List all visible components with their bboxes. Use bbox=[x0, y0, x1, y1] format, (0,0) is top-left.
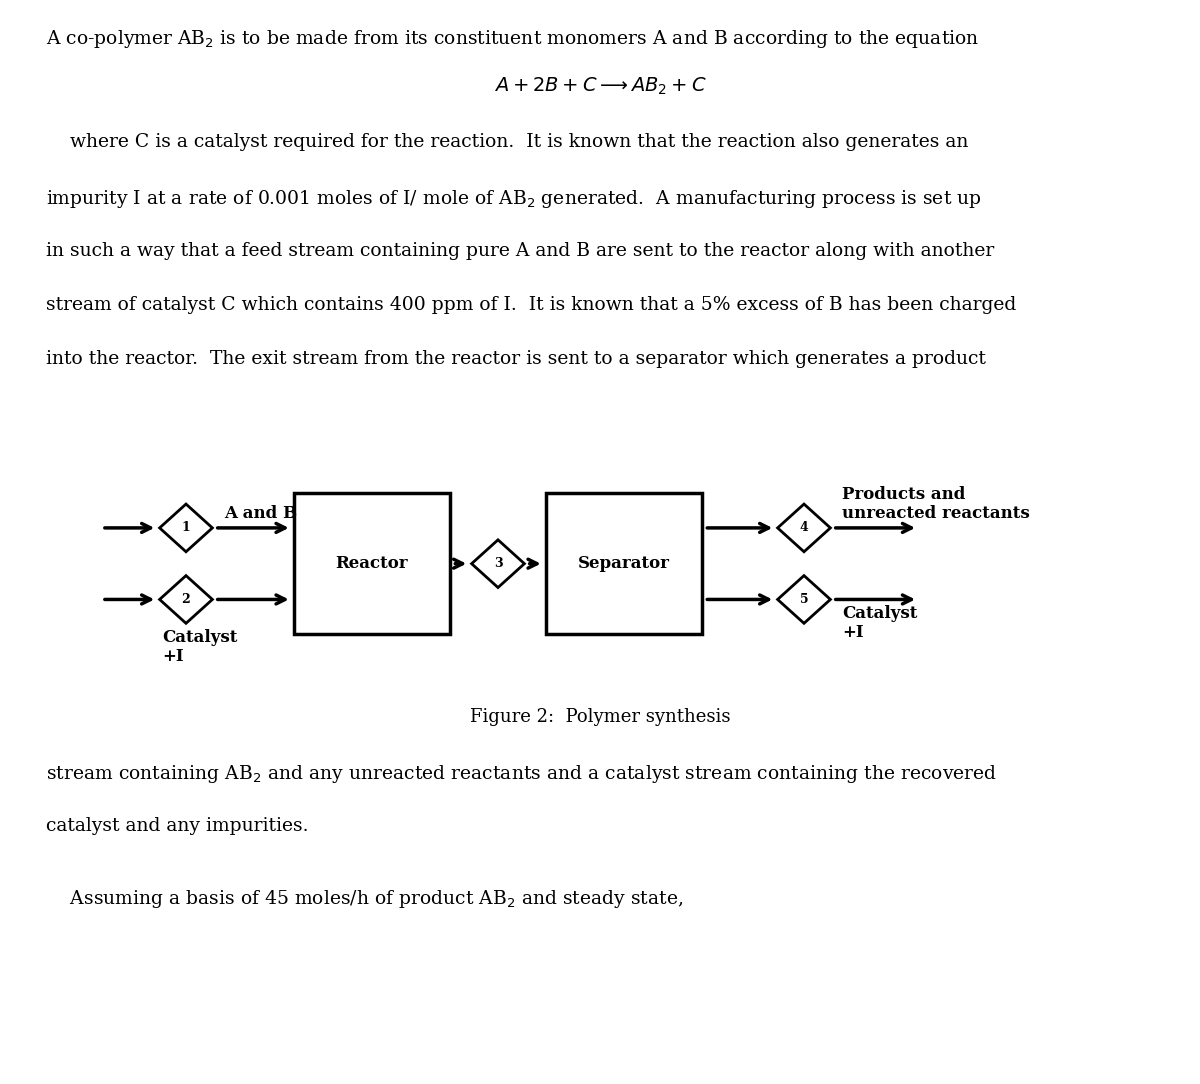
Text: A co-polymer AB$_2$ is to be made from its constituent monomers A and B accordin: A co-polymer AB$_2$ is to be made from i… bbox=[46, 28, 979, 50]
Text: $A + 2B + C \longrightarrow AB_2 + C$: $A + 2B + C \longrightarrow AB_2 + C$ bbox=[493, 76, 707, 98]
Polygon shape bbox=[778, 576, 830, 623]
Text: in such a way that a feed stream containing pure A and B are sent to the reactor: in such a way that a feed stream contain… bbox=[46, 242, 994, 260]
Text: stream containing AB$_2$ and any unreacted reactants and a catalyst stream conta: stream containing AB$_2$ and any unreact… bbox=[46, 763, 997, 785]
Text: 1: 1 bbox=[181, 521, 191, 534]
Text: Figure 2:  Polymer synthesis: Figure 2: Polymer synthesis bbox=[469, 708, 731, 726]
Text: 3: 3 bbox=[493, 557, 503, 570]
Text: Assuming a basis of 45 moles/h of product AB$_2$ and steady state,: Assuming a basis of 45 moles/h of produc… bbox=[46, 888, 683, 909]
Text: Catalyst
+I: Catalyst +I bbox=[162, 629, 238, 666]
Text: impurity I at a rate of 0.001 moles of I/ mole of AB$_2$ generated.  A manufactu: impurity I at a rate of 0.001 moles of I… bbox=[46, 188, 982, 209]
Text: A and B: A and B bbox=[224, 505, 298, 522]
Text: Reactor: Reactor bbox=[336, 555, 408, 572]
Text: 2: 2 bbox=[181, 593, 191, 606]
Text: Separator: Separator bbox=[578, 555, 670, 572]
Polygon shape bbox=[160, 504, 212, 552]
Text: Catalyst
+I: Catalyst +I bbox=[842, 605, 918, 642]
Bar bbox=[294, 493, 450, 634]
Text: stream of catalyst C which contains 400 ppm of I.  It is known that a 5% excess : stream of catalyst C which contains 400 … bbox=[46, 296, 1016, 314]
Text: where C is a catalyst required for the reaction.  It is known that the reaction : where C is a catalyst required for the r… bbox=[46, 133, 968, 152]
Polygon shape bbox=[472, 540, 524, 588]
Text: catalyst and any impurities.: catalyst and any impurities. bbox=[46, 817, 308, 836]
Text: 5: 5 bbox=[799, 593, 809, 606]
Text: Products and
unreacted reactants: Products and unreacted reactants bbox=[842, 486, 1030, 522]
Polygon shape bbox=[160, 576, 212, 623]
Bar bbox=[546, 493, 702, 634]
Polygon shape bbox=[778, 504, 830, 552]
Text: into the reactor.  The exit stream from the reactor is sent to a separator which: into the reactor. The exit stream from t… bbox=[46, 350, 985, 369]
Text: 4: 4 bbox=[799, 521, 809, 534]
